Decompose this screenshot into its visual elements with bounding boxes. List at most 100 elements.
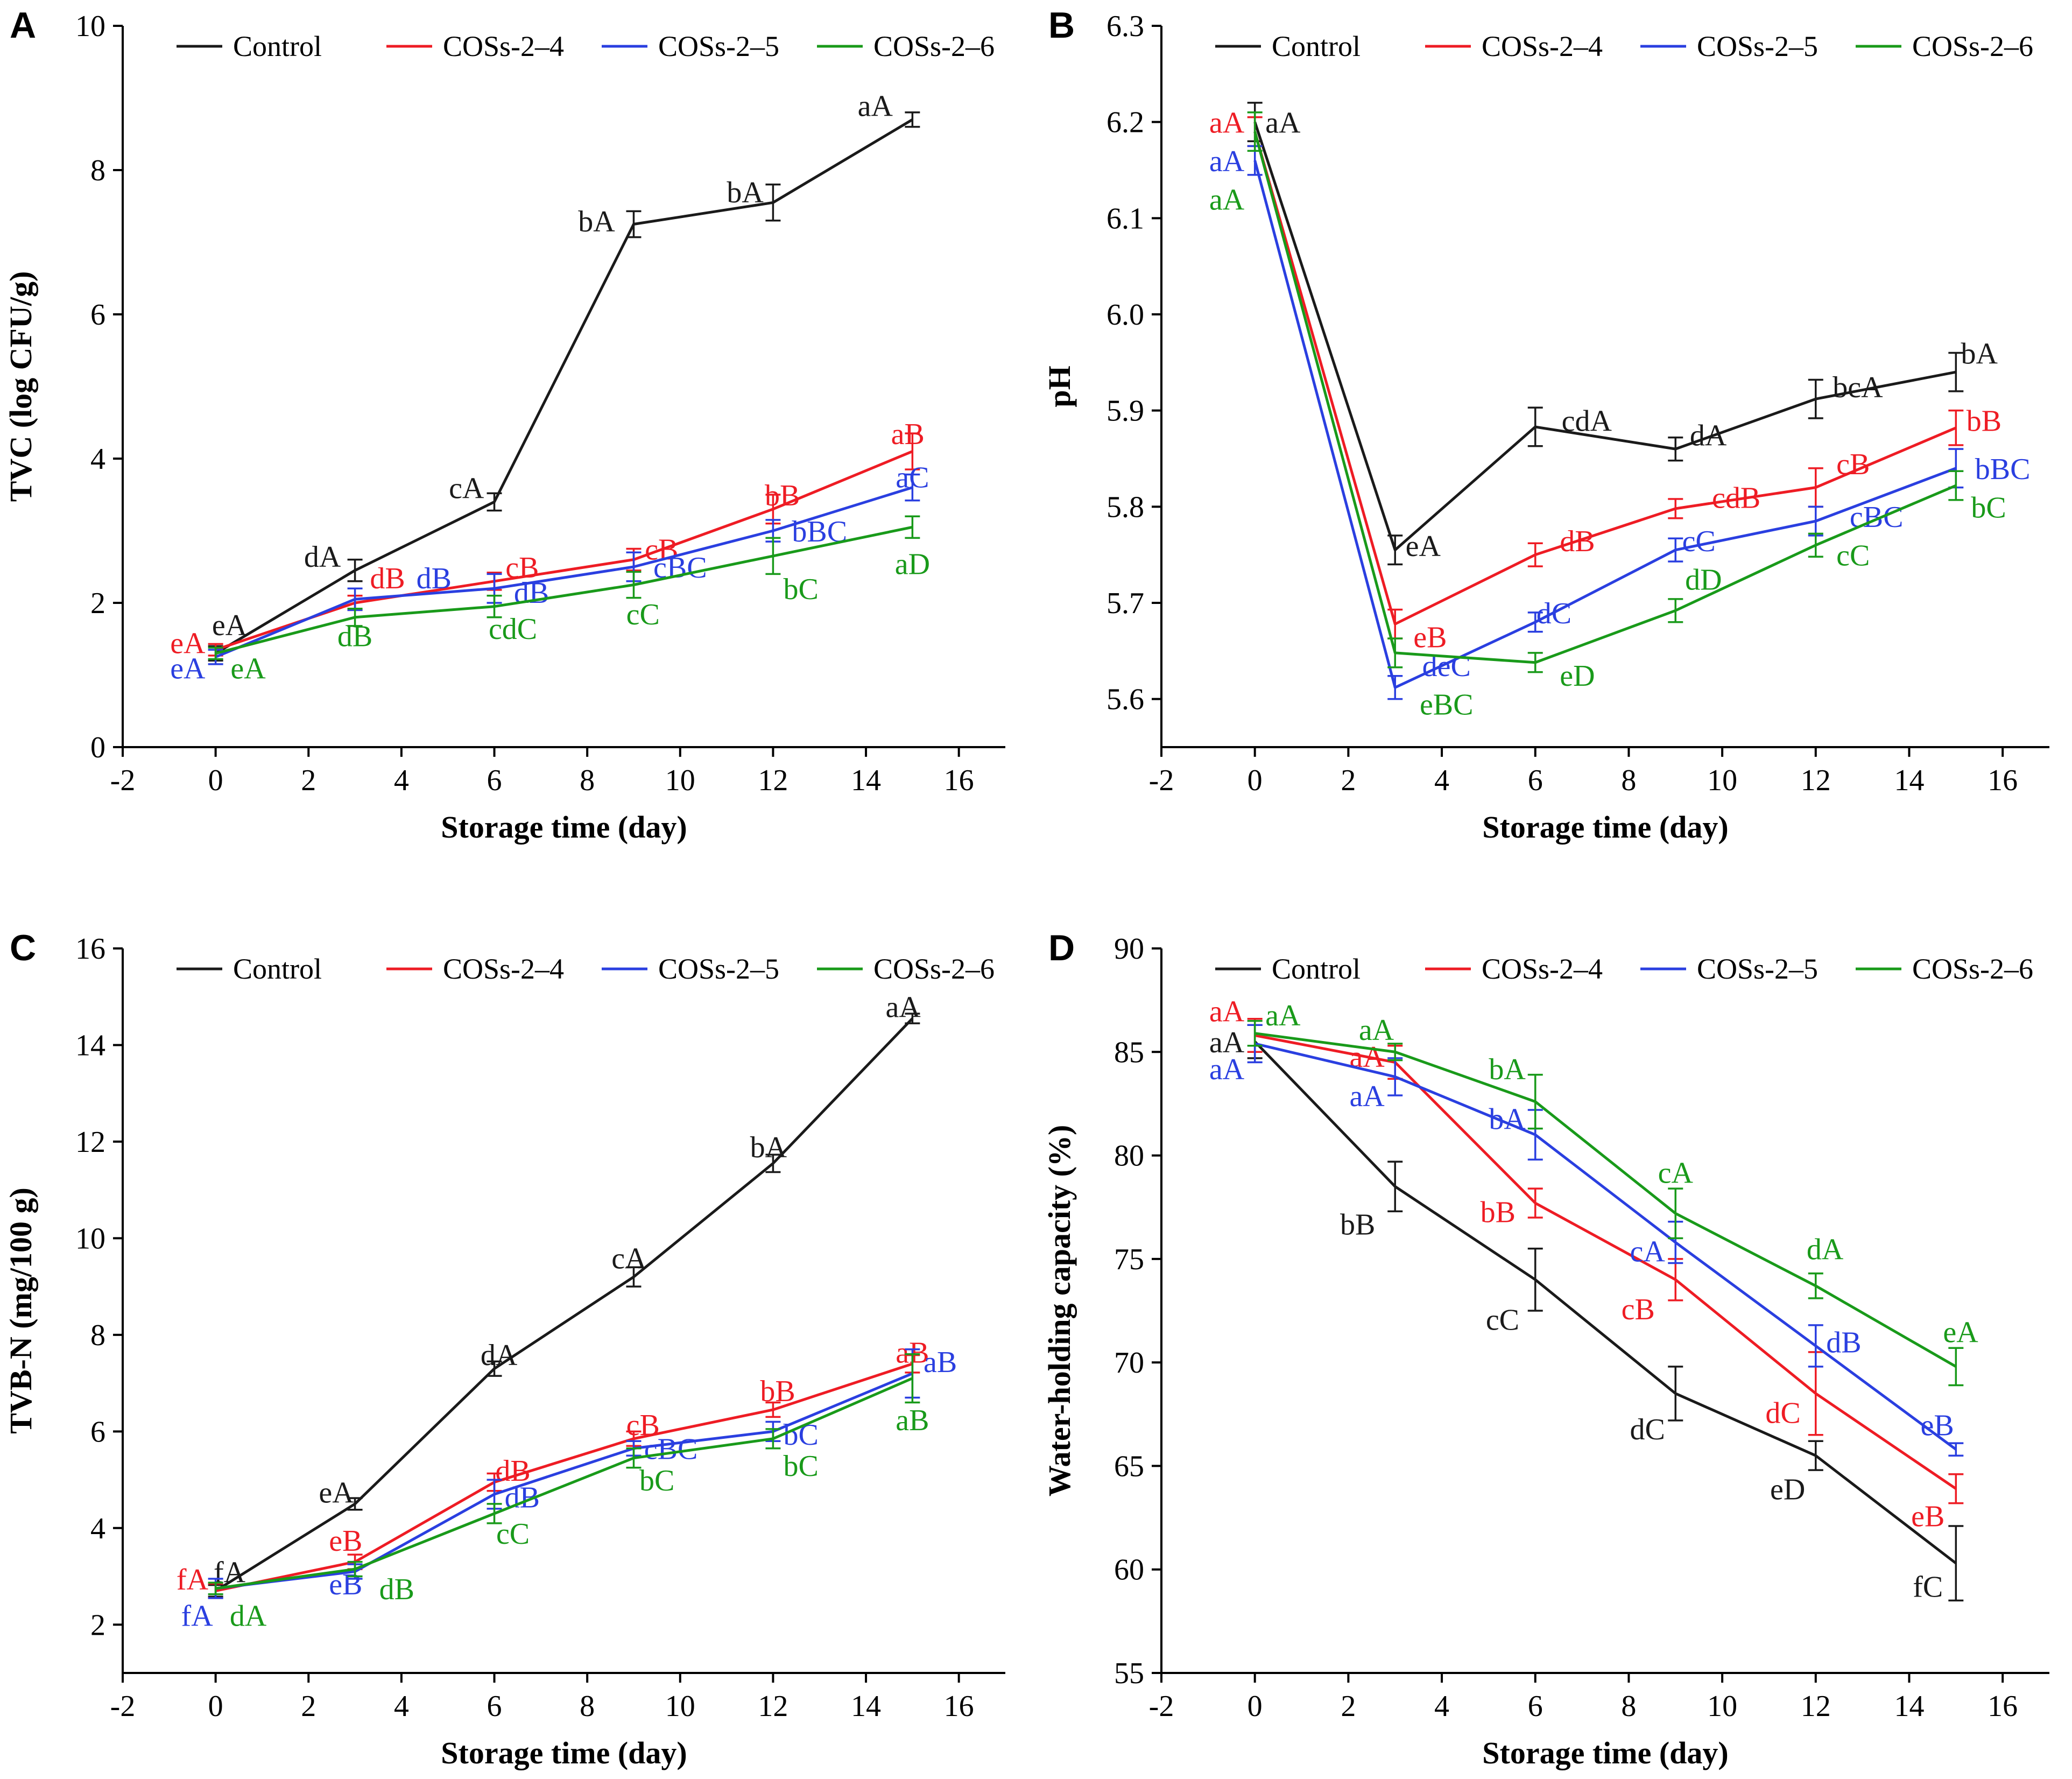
y-tick-label: 5.8: [1107, 490, 1144, 524]
significance-label: fA: [181, 1599, 214, 1633]
significance-label: cC: [496, 1517, 530, 1551]
x-tick-label: 2: [1341, 764, 1356, 797]
y-tick-label: 2: [90, 587, 105, 620]
x-tick-label: -2: [110, 1690, 136, 1723]
series-coss-2-4: fA eB dB cB bB aB: [177, 1336, 929, 1599]
significance-label: dA: [1807, 1233, 1844, 1267]
legend-label-coss-2-5: COSs-2–5: [658, 30, 779, 62]
significance-label: bC: [784, 573, 819, 606]
series-line: [215, 486, 913, 658]
error-bar: [905, 1353, 920, 1404]
series-line: [215, 1017, 914, 1592]
error-bar: [1387, 1043, 1403, 1061]
series-line: [1253, 1040, 1957, 1565]
panel-d: D -2 0 2 4 6 8 10 12 14 16 55 60 65 70 75 80 85 90 Storage …: [1042, 927, 2049, 1770]
significance-label: cA: [1630, 1235, 1666, 1268]
significance-label: bC: [1971, 491, 2006, 524]
significance-label: eB: [1920, 1409, 1954, 1443]
significance-label: cC: [1486, 1303, 1519, 1337]
significance-label: eB: [1413, 621, 1447, 655]
significance-label: aA: [1209, 995, 1245, 1028]
series-line: [215, 525, 913, 655]
y-tick-label: 6.3: [1107, 10, 1144, 43]
significance-label: bA: [1961, 337, 1998, 370]
error-bar: [347, 558, 363, 582]
significance-label: cdC: [489, 613, 537, 646]
x-tick-label: 16: [1988, 1690, 2018, 1723]
significance-label: bA: [578, 205, 615, 238]
significance-label: eA: [1406, 530, 1441, 563]
y-tick-label: 4: [90, 442, 105, 476]
legend-label-coss-2-6: COSs-2–6: [873, 30, 995, 62]
significance-label: eA: [319, 1476, 354, 1510]
x-axis-title: Storage time (day): [1482, 1735, 1728, 1770]
x-tick-label: -2: [1149, 1690, 1174, 1723]
series-line: [215, 1372, 913, 1590]
x-tick-label: 8: [580, 764, 595, 797]
error-bar: [765, 537, 781, 575]
significance-label: aB: [891, 418, 925, 451]
y-tick-label: 8: [90, 1319, 105, 1352]
error-bar: [905, 111, 920, 128]
x-tick-label: 4: [394, 1690, 409, 1723]
error-bar: [1527, 1247, 1543, 1312]
y-tick-label: 0: [90, 731, 105, 764]
significance-label: eBC: [1420, 688, 1474, 722]
significance-label: aA: [1265, 107, 1301, 140]
significance-label: dB: [337, 620, 372, 653]
legend-label-control: Control: [1272, 953, 1361, 985]
significance-label: aA: [1209, 184, 1245, 217]
significance-label: dA: [1690, 419, 1727, 452]
x-tick-label: 10: [665, 764, 695, 797]
x-tick-label: 12: [1801, 764, 1831, 797]
x-tick-label: 16: [944, 1690, 974, 1723]
x-axis-title: Storage time (day): [441, 810, 687, 845]
x-tick-label: 0: [1248, 764, 1263, 797]
error-bar: [1387, 637, 1403, 669]
significance-label: dB: [1560, 525, 1595, 558]
significance-label: cC: [626, 598, 660, 631]
significance-label: bC: [784, 1450, 819, 1483]
significance-label: eB: [329, 1524, 362, 1558]
y-tick-label: 6.2: [1107, 106, 1144, 139]
legend-label-coss-2-5: COSs-2–5: [658, 953, 779, 985]
error-bar: [1668, 598, 1683, 623]
series-line: [1253, 121, 1956, 552]
legend-label-coss-2-4: COSs-2–4: [443, 953, 564, 985]
error-bar: [1668, 1187, 1683, 1240]
significance-label: aA: [1209, 1053, 1245, 1086]
error-bar: [487, 1503, 502, 1524]
x-tick-label: 6: [487, 764, 502, 797]
significance-label: cdB: [1712, 481, 1760, 515]
y-tick-label: 8: [90, 154, 105, 187]
x-tick-label: 16: [1988, 764, 2018, 797]
error-bar: [765, 184, 781, 222]
error-bar: [1247, 111, 1263, 152]
significance-label: cB: [1622, 1293, 1655, 1326]
error-bar: [1808, 1324, 1823, 1368]
error-bar: [626, 571, 642, 599]
significance-label: fC: [1913, 1570, 1943, 1604]
x-tick-label: 0: [208, 1690, 223, 1723]
significance-label: cC: [1836, 539, 1870, 573]
error-bar: [1668, 537, 1683, 562]
significance-label: bcA: [1833, 371, 1883, 404]
significance-label: cB: [505, 551, 539, 585]
x-tick-label: 10: [665, 1690, 695, 1723]
y-tick-label: 75: [1114, 1243, 1144, 1276]
x-tick-label: -2: [1149, 764, 1174, 797]
x-tick-label: 4: [1434, 764, 1449, 797]
significance-label: cA: [449, 472, 484, 505]
y-axis-title: TVC (log CFU/g): [3, 271, 38, 502]
significance-label: dC: [1765, 1396, 1800, 1430]
y-tick-label: 65: [1114, 1450, 1144, 1483]
x-tick-label: 12: [758, 764, 788, 797]
error-bar: [1948, 351, 1964, 392]
y-axis-title: TVB-N (mg/100 g): [3, 1187, 38, 1434]
legend-label-coss-2-6: COSs-2–6: [1912, 30, 2033, 62]
y-tick-label: 6.1: [1107, 202, 1144, 235]
significance-label: eA: [1943, 1316, 1978, 1349]
